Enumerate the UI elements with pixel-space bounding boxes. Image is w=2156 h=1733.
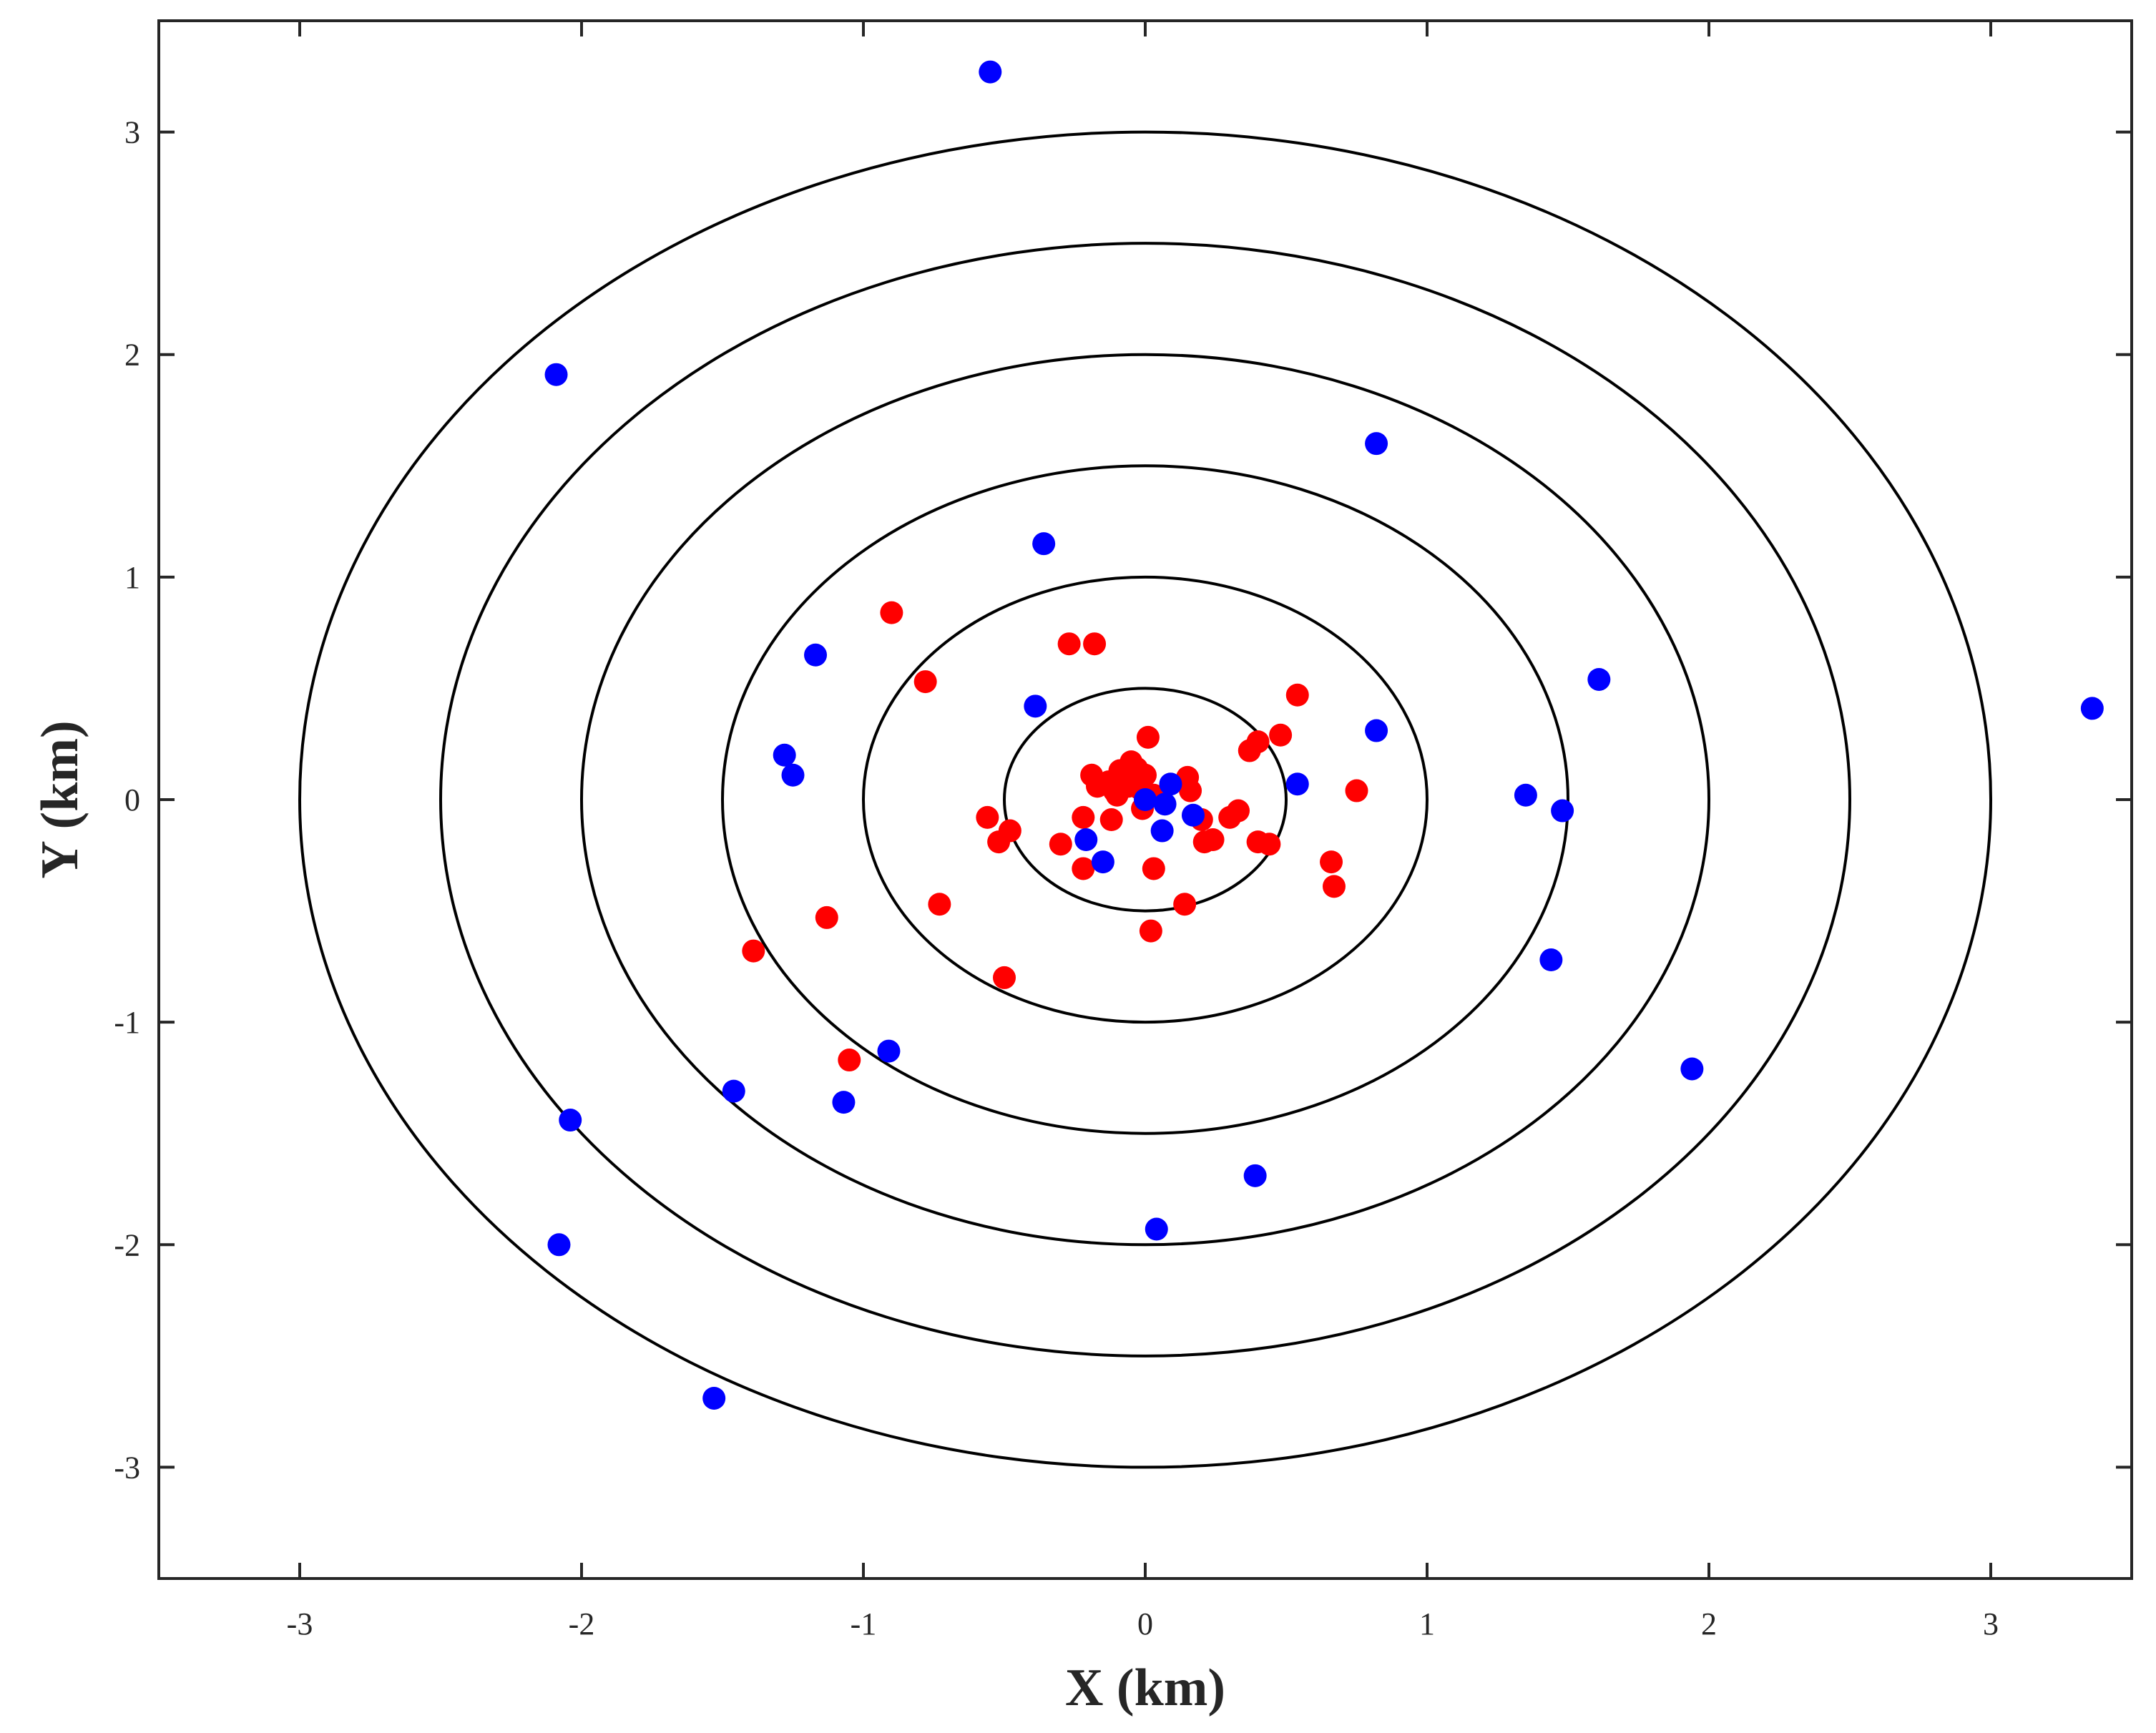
y-tick-label: 1 (124, 560, 140, 595)
series-1-point-10 (1345, 779, 1368, 802)
series-1-point-5 (1285, 683, 1309, 707)
series-2-point-15 (1159, 772, 1182, 796)
series-2-point-14 (1551, 799, 1574, 823)
series-2-point-4 (1032, 532, 1056, 556)
series-1-point-48 (815, 905, 838, 929)
series-2-point-3 (1365, 432, 1388, 456)
series-2-point-31 (702, 1386, 726, 1410)
series-1-point-50 (838, 1049, 861, 1072)
series-2-point-25 (832, 1091, 856, 1114)
series-2-point-13 (1514, 783, 1537, 807)
series-1 (742, 601, 1368, 1072)
series-2-point-19 (1150, 819, 1174, 843)
concentric-circles (298, 130, 1992, 1469)
series-2-point-10 (773, 743, 796, 767)
series-2-point-17 (1153, 792, 1177, 816)
series-2-point-22 (1539, 948, 1563, 972)
series-1-point-31 (1201, 828, 1225, 852)
y-tick-label: -3 (114, 1450, 140, 1485)
series-1-point-9 (1136, 725, 1160, 749)
x-tick-label: 3 (1983, 1606, 1999, 1641)
series-2-point-23 (877, 1039, 901, 1063)
x-tick-label: -2 (569, 1606, 595, 1641)
series-1-point-4 (1083, 632, 1107, 656)
series-2-point-24 (722, 1079, 745, 1103)
series-2-point-5 (804, 643, 828, 667)
series-1-point-8 (1238, 739, 1261, 762)
data-points (544, 60, 2104, 1410)
series-2-point-21 (1091, 850, 1114, 874)
series-1-point-35 (1322, 875, 1346, 898)
y-tick-label: -2 (114, 1227, 140, 1262)
series-1-point-29 (1227, 799, 1250, 823)
series-2-point-18 (1181, 803, 1205, 827)
series-2-point-29 (1680, 1057, 1704, 1081)
series-1-point-42 (1072, 857, 1095, 880)
range-circle-6 (298, 130, 1992, 1469)
series-1-point-36 (1173, 893, 1197, 916)
series-1-point-39 (1099, 808, 1123, 832)
series-2-point-1 (979, 60, 1002, 84)
series-2 (544, 60, 2104, 1410)
range-circle-3 (721, 464, 1569, 1135)
series-1-point-6 (1269, 723, 1293, 747)
y-axis-title: Y (km) (31, 720, 89, 878)
x-tick-label: 1 (1419, 1606, 1435, 1641)
series-1-point-26 (1179, 779, 1202, 802)
range-circle-5 (439, 242, 1851, 1358)
series-1-point-45 (987, 830, 1011, 854)
series-1-point-34 (1320, 850, 1343, 874)
series-2-point-30 (547, 1233, 571, 1257)
range-circle-4 (580, 353, 1710, 1247)
series-1-point-3 (1057, 632, 1081, 656)
y-tick-label: -1 (114, 1005, 140, 1040)
series-1-point-37 (1142, 857, 1165, 880)
series-2-point-27 (1243, 1164, 1267, 1187)
y-tick-label: 2 (124, 338, 140, 373)
series-2-point-16 (1134, 788, 1157, 811)
x-axis-title: X (km) (1065, 1659, 1225, 1717)
series-1-point-46 (928, 893, 951, 916)
y-tick-label: 0 (124, 782, 140, 818)
series-2-point-9 (1365, 719, 1388, 742)
series-1-point-22 (1117, 775, 1140, 798)
series-2-point-12 (1285, 772, 1309, 796)
range-circle-2 (862, 575, 1429, 1024)
x-tick-label: -3 (287, 1606, 313, 1641)
series-1-point-20 (1134, 763, 1157, 787)
x-tick-label: 0 (1137, 1606, 1153, 1641)
x-tick-label: 2 (1701, 1606, 1717, 1641)
series-2-point-7 (1587, 667, 1611, 691)
series-2-point-6 (1024, 694, 1047, 718)
series-2-point-8 (2080, 697, 2104, 720)
series-2-point-2 (544, 363, 568, 386)
series-1-point-38 (1139, 919, 1162, 943)
series-1-point-43 (976, 805, 999, 829)
series-1-point-33 (1258, 833, 1281, 856)
series-1-point-49 (742, 939, 765, 963)
series-1-point-40 (1072, 805, 1095, 829)
x-tick-label: -1 (851, 1606, 877, 1641)
series-2-point-20 (1074, 828, 1098, 852)
series-1-point-47 (993, 966, 1016, 989)
series-2-point-11 (781, 763, 805, 787)
y-tick-label: 3 (124, 115, 140, 150)
series-1-point-41 (1049, 833, 1072, 856)
series-2-point-28 (1145, 1217, 1168, 1241)
series-1-point-1 (880, 601, 903, 624)
axis-ticks: -3 -2 -1 0 1 2 3 -3 -2 -1 0 1 2 3 (114, 21, 2132, 1641)
range-circle-1 (1003, 687, 1288, 913)
series-1-point-2 (913, 670, 937, 694)
series-2-point-26 (559, 1109, 582, 1132)
